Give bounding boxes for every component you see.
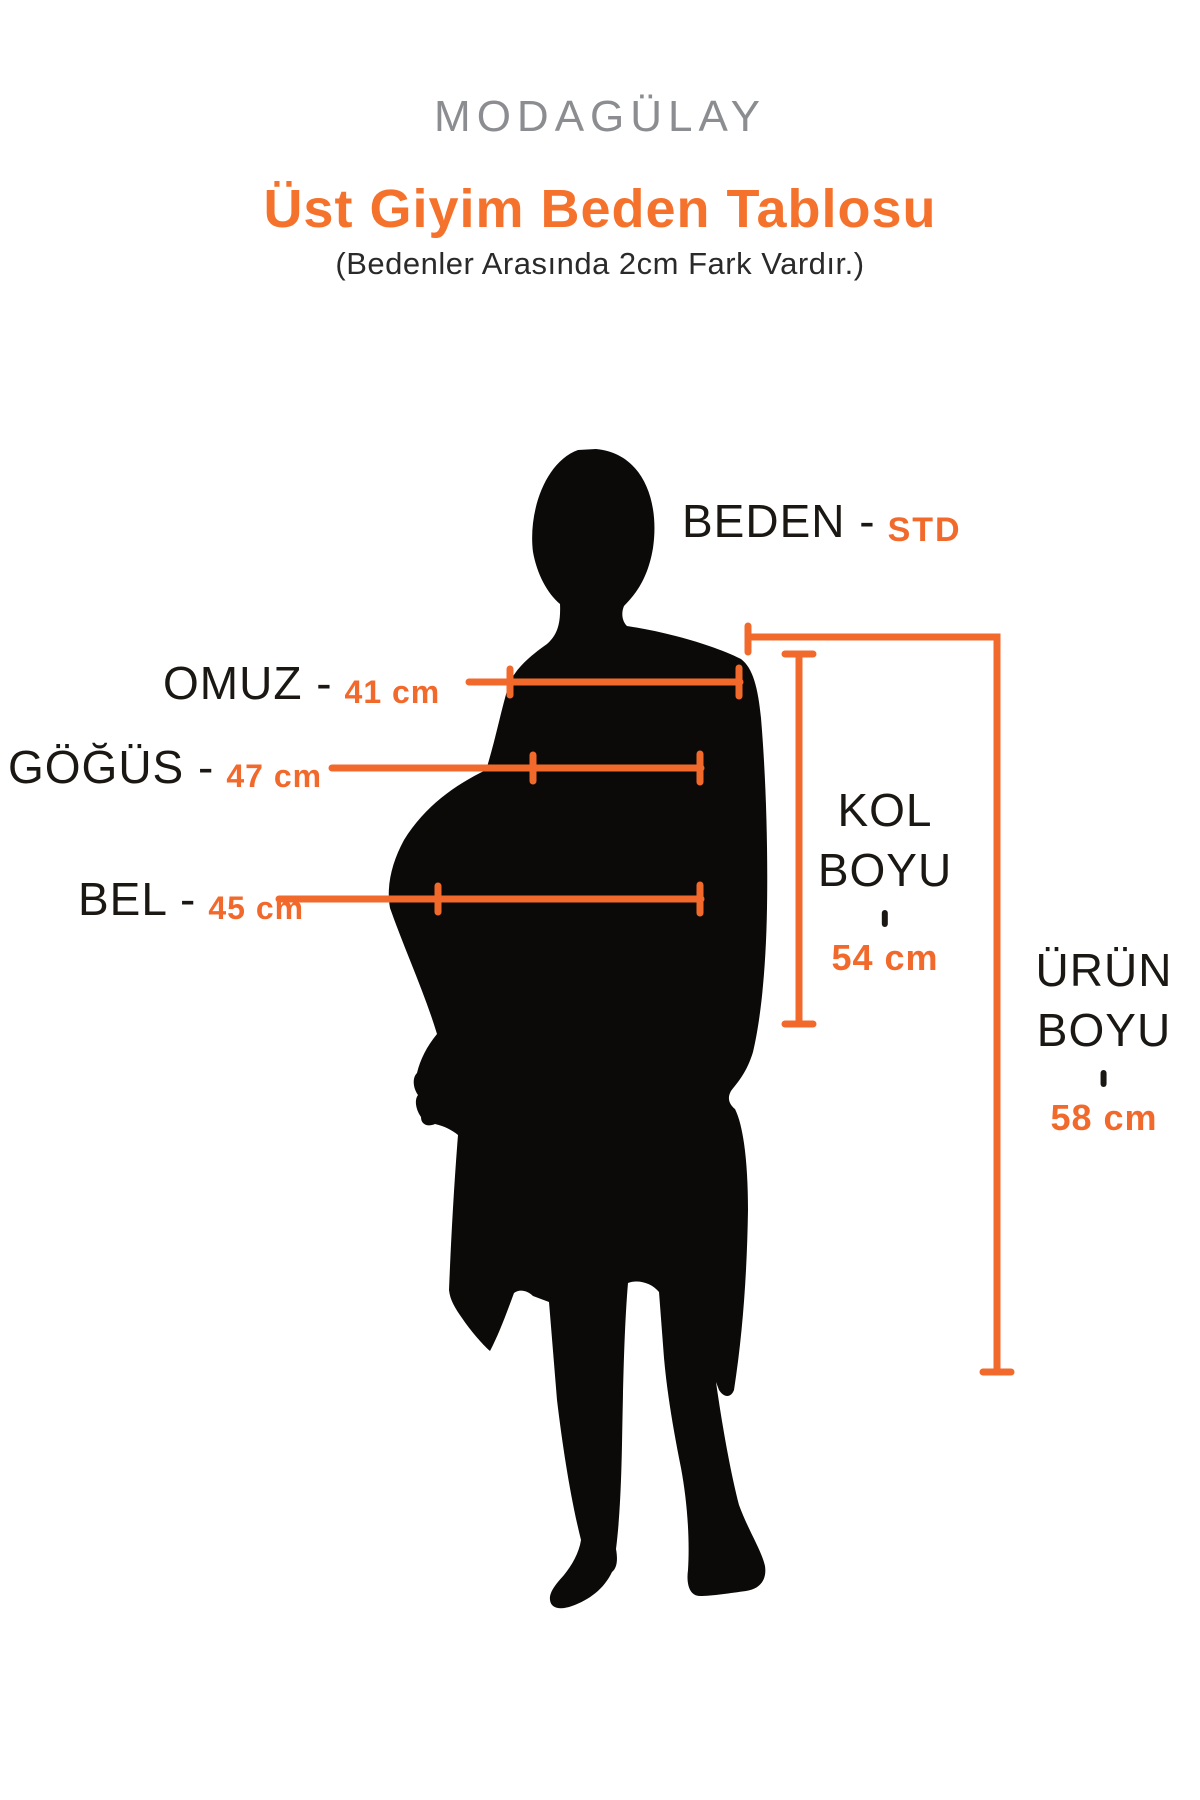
page-subtitle: (Bedenler Arasında 2cm Fark Vardır.) — [335, 246, 865, 281]
bel-measurement: BEL - 45 cm — [78, 872, 304, 926]
bel-label: BEL - — [78, 873, 197, 925]
gogus-measurement: GÖĞÜS - 47 cm — [8, 740, 322, 794]
dash-separator — [1100, 1070, 1107, 1087]
kol-boyu-measure-line — [781, 650, 817, 1028]
kol-boyu-label-line1: KOL — [837, 784, 933, 836]
omuz-label: OMUZ - — [163, 657, 333, 709]
omuz-value: 41 cm — [344, 674, 441, 710]
person-silhouette — [388, 449, 768, 1609]
page-title: Üst Giyim Beden Tablosu — [263, 179, 937, 239]
omuz-measure-line — [465, 664, 744, 700]
gogus-measure-line — [328, 750, 705, 786]
urun-boyu-value: 58 cm — [1050, 1097, 1158, 1138]
size-badge-label: BEDEN - — [682, 495, 876, 547]
omuz-measurement: OMUZ - 41 cm — [163, 656, 440, 710]
gogus-value: 47 cm — [226, 758, 323, 794]
gogus-label: GÖĞÜS - — [8, 741, 215, 793]
urun-boyu-label-line1: ÜRÜN — [1035, 944, 1173, 996]
urun-boyu-measure-line — [744, 622, 1015, 1376]
urun-boyu-measurement: ÜRÜN BOYU 58 cm — [1036, 940, 1173, 1139]
kol-boyu-value: 54 cm — [831, 937, 939, 978]
bel-value: 45 cm — [208, 890, 305, 926]
bel-measure-line — [275, 881, 705, 917]
urun-boyu-label-line2: BOYU — [1036, 1004, 1172, 1056]
brand-logo: MODAGÜLAY — [434, 92, 766, 141]
size-badge: BEDEN - STD — [682, 494, 962, 549]
dash-separator — [882, 910, 888, 927]
size-badge-value: STD — [887, 511, 962, 549]
kol-boyu-measurement: KOL BOYU 54 cm — [818, 780, 952, 979]
kol-boyu-label-line2: BOYU — [817, 844, 953, 896]
